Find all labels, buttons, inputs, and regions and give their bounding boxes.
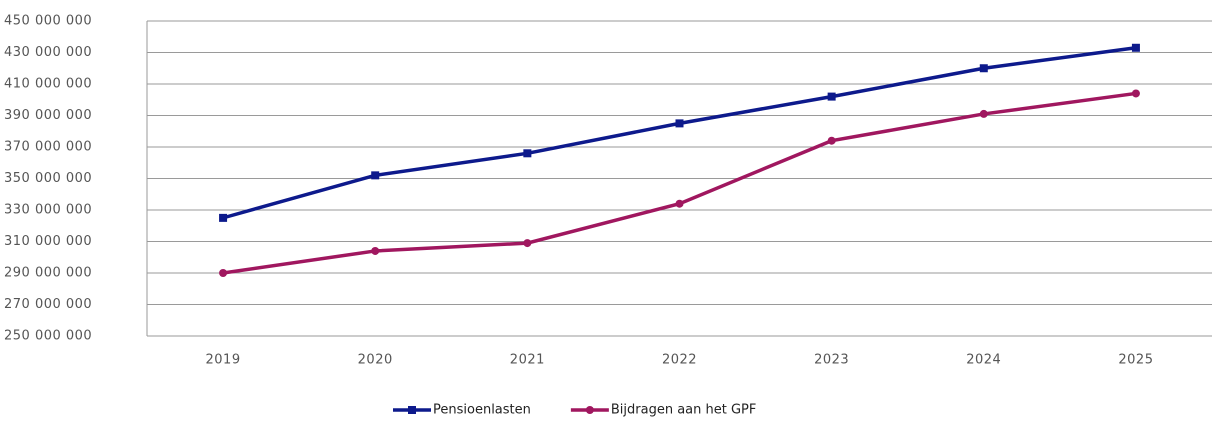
point	[523, 149, 532, 158]
point	[979, 109, 988, 118]
y-tick-label: 350 000 000	[4, 171, 92, 186]
point	[979, 64, 988, 73]
y-tick-label: 410 000 000	[4, 77, 92, 92]
series-line	[222, 46, 1137, 220]
x-tick-label: 2019	[206, 353, 241, 368]
y-tick-label: 330 000 000	[4, 203, 92, 218]
x-tick-label: 2024	[966, 353, 1001, 368]
point	[219, 269, 228, 277]
y-tick-label: 250 000 000	[4, 329, 92, 344]
y-tick-label: 370 000 000	[4, 140, 92, 155]
legend-marker	[408, 406, 416, 414]
point	[371, 246, 380, 255]
point	[675, 199, 684, 208]
x-tick-label: 2020	[358, 353, 393, 368]
point	[675, 119, 684, 128]
point	[371, 171, 380, 180]
x-tick-label: 2023	[814, 353, 849, 368]
legend-label: Bijdragen aan het GPF	[611, 403, 757, 418]
y-tick-label: 450 000 000	[4, 14, 92, 29]
x-tick-label: 2021	[510, 353, 545, 368]
y-tick-label: 430 000 000	[4, 45, 92, 60]
y-tick-label: 270 000 000	[4, 297, 92, 312]
y-tick-label: 290 000 000	[4, 266, 92, 281]
point	[1131, 43, 1140, 52]
x-tick-label: 2025	[1118, 353, 1153, 368]
y-tick-label: 390 000 000	[4, 108, 92, 123]
y-tick-label: 310 000 000	[4, 234, 92, 249]
legend-label: Pensioenlasten	[433, 403, 531, 418]
x-tick-label: 2022	[662, 353, 697, 368]
point	[827, 92, 836, 101]
point	[523, 239, 532, 248]
point	[1131, 89, 1140, 98]
point	[219, 213, 228, 222]
point	[827, 136, 836, 145]
legend-marker	[585, 406, 594, 414]
